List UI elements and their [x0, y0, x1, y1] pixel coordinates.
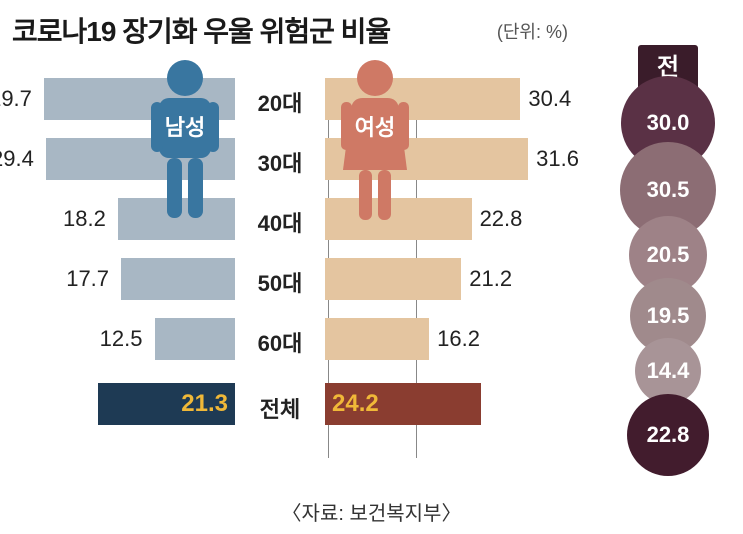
- male-bar: [155, 318, 235, 360]
- bar-chart-area: 29.7 20대 30.4 29.4 30대 31.6 18.2 40대 22.…: [0, 70, 560, 470]
- overall-circle: 22.8: [627, 394, 709, 476]
- chart-row: 17.7 50대 21.2: [0, 250, 560, 310]
- female-value: 21.2: [469, 266, 512, 292]
- male-icon: 남성: [145, 60, 225, 230]
- category-label: 30대: [258, 146, 303, 178]
- male-value: 17.7: [66, 266, 109, 292]
- female-total-value: 24.2: [332, 390, 379, 418]
- male-value: 29.4: [0, 146, 34, 172]
- male-value: 12.5: [100, 326, 143, 352]
- chart-row: 18.2 40대 22.8: [0, 190, 560, 250]
- chart-row: 29.7 20대 30.4: [0, 70, 560, 130]
- total-label: 전체: [260, 392, 300, 424]
- female-value: 16.2: [437, 326, 480, 352]
- unit-label: (단위: %): [497, 18, 568, 44]
- total-row: 21.3 전체 24.2: [0, 378, 560, 433]
- category-label: 40대: [258, 206, 303, 238]
- category-label: 60대: [258, 326, 303, 358]
- chart-container: 코로나19 장기화 우울 위험군 비율 (단위: %) 29.7 20대 30.…: [0, 0, 743, 534]
- female-value: 30.4: [528, 86, 571, 112]
- male-label: 남성: [145, 110, 225, 142]
- source-label: 〈자료: 보건복지부〉: [282, 497, 462, 526]
- female-bar: [325, 258, 461, 300]
- category-label: 20대: [258, 86, 303, 118]
- male-value: 18.2: [63, 206, 106, 232]
- female-icon: 여성: [335, 60, 415, 230]
- male-value: 29.7: [0, 86, 32, 112]
- female-label: 여성: [335, 110, 415, 142]
- female-value: 22.8: [480, 206, 523, 232]
- category-label: 50대: [258, 266, 303, 298]
- female-value: 31.6: [536, 146, 579, 172]
- male-total-value: 21.3: [181, 390, 228, 418]
- chart-row: 29.4 30대 31.6: [0, 130, 560, 190]
- chart-row: 12.5 60대 16.2: [0, 310, 560, 370]
- male-bar: [121, 258, 235, 300]
- female-bar: [325, 318, 429, 360]
- chart-title: 코로나19 장기화 우울 위험군 비율: [12, 10, 390, 50]
